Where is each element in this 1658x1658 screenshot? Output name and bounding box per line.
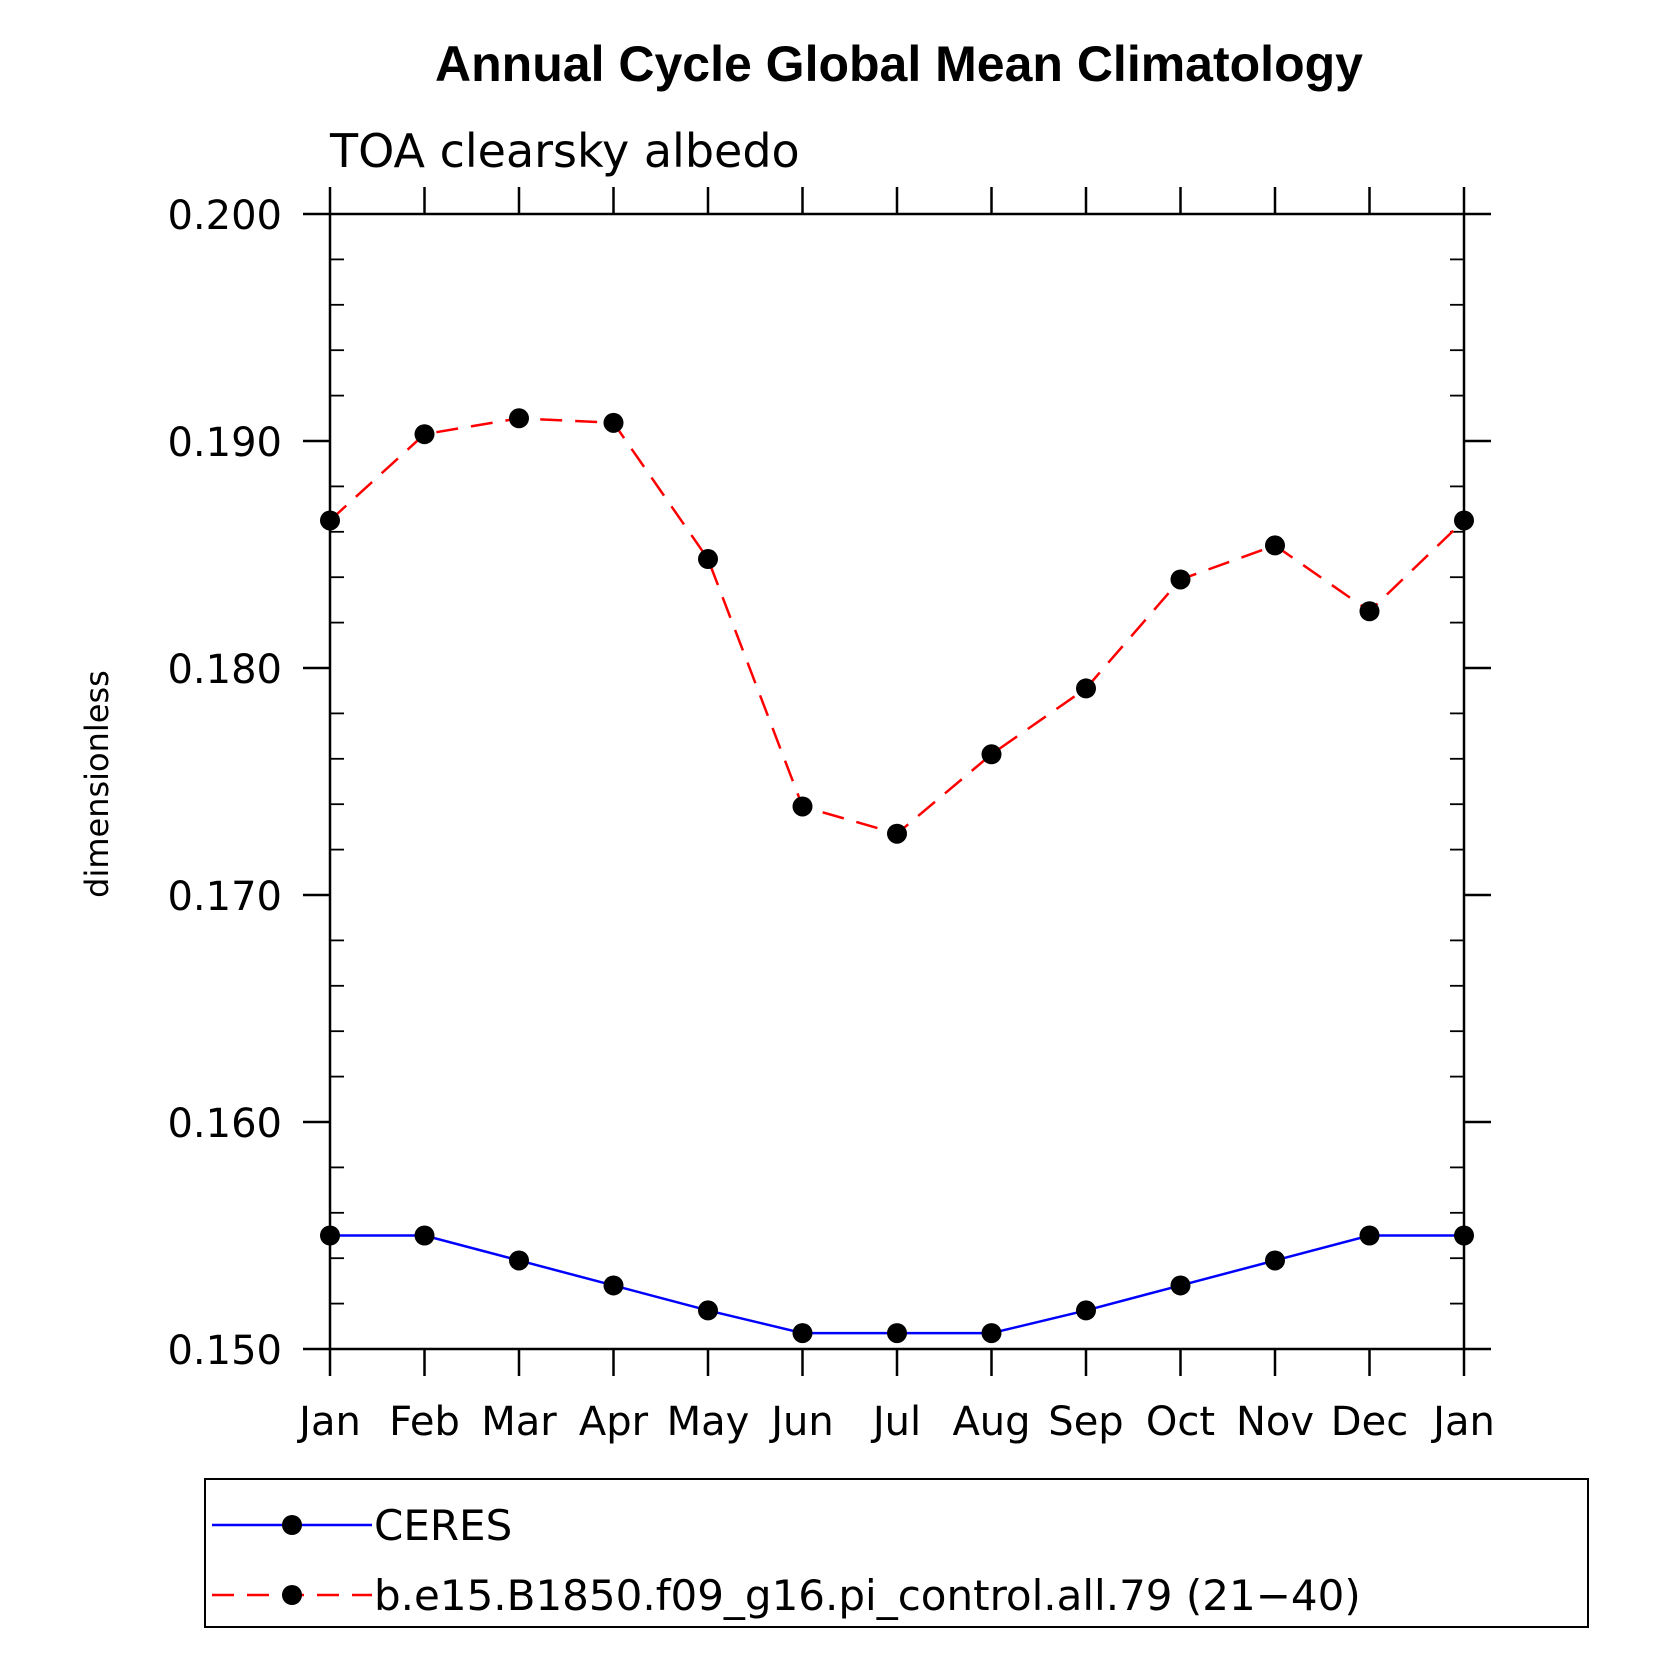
plot-frame	[328, 212, 1466, 1351]
data-point	[1265, 535, 1285, 556]
x-tick-label: Oct	[1146, 1399, 1215, 1445]
x-tick-label: Nov	[1236, 1399, 1314, 1445]
data-point	[1265, 1250, 1285, 1271]
chart-title: Annual Cycle Global Mean Climatology	[435, 36, 1363, 92]
legend-label: b.e15.B1850.f09_g16.pi_control.all.79 (2…	[374, 1571, 1361, 1620]
x-tick-label: Jan	[296, 1399, 361, 1445]
data-point	[603, 1275, 624, 1296]
x-tick-label: Feb	[389, 1399, 460, 1445]
legend: CERES b.e15.B1850.f09_g16.pi_control.all.…	[212, 1501, 1361, 1620]
legend-marker	[282, 1585, 302, 1605]
chart-subtitle: TOA clearsky albedo	[329, 124, 800, 178]
y-tick-label: 0.180	[167, 647, 282, 693]
data-point	[414, 424, 435, 445]
data-point	[698, 1300, 718, 1321]
data-point	[792, 796, 813, 817]
data-point	[509, 408, 529, 429]
data-point	[509, 1250, 529, 1271]
x-tick-label: Jun	[768, 1399, 834, 1445]
y-axis-label: dimensionless	[78, 670, 116, 898]
data-point	[1359, 1225, 1380, 1246]
data-point	[887, 1323, 907, 1344]
y-tick-label: 0.200	[167, 193, 282, 239]
data-point	[1170, 569, 1191, 590]
data-point	[1454, 510, 1474, 531]
plot-area: Jan Feb Mar Apr May Jun Jul Aug Sep Oct Nov Dec Jan 0…	[167, 187, 1495, 1445]
data-point	[603, 412, 624, 433]
y-tick-label: 0.160	[167, 1101, 282, 1147]
x-tick-label: Dec	[1331, 1399, 1408, 1445]
data-point	[1076, 1300, 1096, 1321]
data-point	[981, 744, 1002, 765]
y-tick-label: 0.170	[167, 874, 282, 920]
data-point	[1454, 1225, 1474, 1246]
legend-box	[204, 1478, 1589, 1628]
y-tick-label: 0.190	[167, 420, 282, 466]
x-tick-label: Jan	[1430, 1399, 1495, 1445]
data-point	[1076, 678, 1096, 699]
x-tick-label: Sep	[1048, 1399, 1123, 1445]
data-point	[792, 1323, 813, 1344]
series-line-0	[330, 1234, 1464, 1335]
x-tick-label: Jul	[870, 1399, 921, 1445]
x-tick-label: May	[667, 1399, 750, 1445]
data-point	[414, 1225, 435, 1246]
y-tick-label: 0.150	[167, 1328, 282, 1374]
x-tick-label: Apr	[579, 1399, 649, 1445]
data-point	[1359, 601, 1380, 622]
legend-label: CERES	[374, 1501, 512, 1550]
data-point	[887, 823, 907, 844]
data-point	[1170, 1275, 1191, 1296]
series-line-1	[329, 417, 1465, 836]
x-tick-label: Aug	[952, 1399, 1030, 1445]
data-point	[320, 510, 340, 531]
x-tick-label: Mar	[481, 1399, 557, 1445]
data-point	[320, 1225, 340, 1246]
legend-marker	[282, 1515, 302, 1535]
data-point	[698, 549, 718, 570]
data-point	[981, 1323, 1002, 1344]
